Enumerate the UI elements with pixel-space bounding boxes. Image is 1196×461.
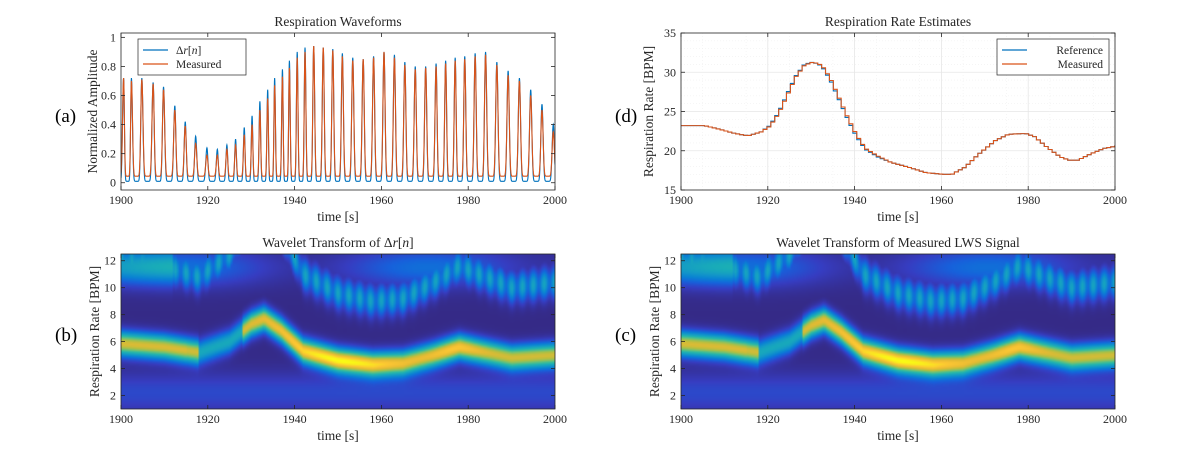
series-line-measured (681, 61, 1116, 175)
x-tick-label: 1940 (283, 193, 307, 207)
x-axis-label: time [s] (317, 428, 359, 443)
x-tick-label: 1980 (1016, 193, 1040, 207)
y-tick-label: 2 (670, 389, 676, 403)
x-tick-label: 1940 (843, 193, 867, 207)
y-tick-label: 30 (664, 65, 676, 79)
legend-entry: Measured (1058, 59, 1104, 71)
x-tick-label: 1980 (456, 193, 480, 207)
chart-title: Respiration Rate Estimates (825, 14, 971, 29)
axes-frame (680, 253, 1116, 410)
x-tick-label: 1900 (109, 412, 133, 426)
chart-title: Respiration Waveforms (274, 14, 401, 29)
legend: Reference Measured (996, 38, 1110, 76)
chart-title: Wavelet Transform of Measured LWS Signal (776, 235, 1020, 250)
x-tick-label: 1920 (756, 412, 780, 426)
y-axis-label: Normalized Amplitude (85, 49, 100, 173)
y-tick-label: 6 (670, 335, 676, 349)
y-axis-label: Respiration Rate [BPM] (647, 266, 662, 397)
x-tick-label: 2000 (1103, 193, 1127, 207)
x-axis-label: time [s] (877, 209, 919, 224)
y-tick-label: 1 (110, 30, 116, 44)
x-axis-label: time [s] (317, 209, 359, 224)
x-tick-label: 1900 (109, 193, 133, 207)
x-tick-label: 2000 (1103, 412, 1127, 426)
axes: 1900 1920 1940 1960 1980 2000 2 4 6 8 10 12 (664, 253, 1127, 426)
axes: 1900 1920 1940 1960 1980 2000 2 4 6 8 10 12 (104, 253, 567, 426)
axes: 1900 1920 1940 1960 1980 2000 15 20 25 30 35 (664, 26, 1127, 207)
chart-respiration-rate-estimates: 1900 1920 1940 1960 1980 2000 15 20 25 30 35 Respir… (641, 14, 1127, 224)
y-tick-label: 12 (664, 254, 676, 268)
x-tick-label: 1900 (669, 193, 693, 207)
y-tick-label: 10 (104, 281, 116, 295)
y-tick-label: 4 (670, 362, 676, 376)
x-axis-label: time [s] (877, 428, 919, 443)
y-tick-label: 0.2 (101, 147, 116, 161)
wavelet-heatmap (121, 254, 555, 409)
chart-wavelet-measured: 1900 1920 1940 1960 1980 2000 2 4 6 8 10 12 Wavelet … (647, 235, 1127, 443)
y-tick-label: 6 (110, 335, 116, 349)
legend-box (996, 38, 1110, 76)
y-tick-label: 35 (664, 26, 676, 40)
chart-respiration-waveforms: 1900 1920 1940 1960 1980 2000 0 0.2 0.4 0.6 0.8 1 Re… (85, 14, 567, 224)
y-tick-label: 25 (664, 105, 676, 119)
panel-label-a: (a) (55, 106, 76, 127)
panel-label-c: (c) (615, 325, 636, 346)
y-tick-label: 10 (664, 281, 676, 295)
legend-entry: Measured (176, 59, 222, 71)
series-line-measured (121, 46, 555, 177)
x-tick-label: 2000 (543, 412, 567, 426)
y-tick-label: 15 (664, 183, 676, 197)
legend: Δr[n] Measured (137, 38, 247, 76)
legend-box (137, 38, 247, 76)
y-tick-label: 4 (110, 362, 116, 376)
x-tick-label: 1920 (196, 193, 220, 207)
y-tick-label: 8 (110, 308, 116, 322)
y-tick-label: 20 (664, 144, 676, 158)
y-tick-label: 0.8 (101, 59, 116, 73)
y-tick-label: 0.4 (101, 118, 116, 132)
x-tick-label: 1960 (369, 193, 393, 207)
x-tick-label: 1960 (929, 193, 953, 207)
axes: 1900 1920 1940 1960 1980 2000 0 0.2 0.4 0.6 0.8 1 (101, 30, 567, 207)
axes-frame (680, 32, 1116, 191)
legend-entry: Δr[n] (176, 45, 201, 57)
x-tick-label: 1940 (843, 412, 867, 426)
x-tick-label: 1960 (929, 412, 953, 426)
panel-label-b: (b) (55, 325, 77, 346)
legend-entry: Reference (1056, 45, 1103, 57)
y-tick-label: 0.6 (101, 89, 116, 103)
y-axis-label: Respiration Rate [BPM] (87, 266, 102, 397)
chart-wavelet-reference: 1900 1920 1940 1960 1980 2000 2 4 6 8 10 12 Wavelet … (87, 235, 567, 443)
x-tick-label: 1900 (669, 412, 693, 426)
panel-label-d: (d) (615, 106, 637, 127)
chart-title: Wavelet Transform of Δr[n] (262, 235, 413, 250)
x-tick-label: 1980 (1016, 412, 1040, 426)
x-tick-label: 2000 (543, 193, 567, 207)
wavelet-heatmap (681, 254, 1115, 409)
y-tick-label: 0 (110, 176, 116, 190)
x-tick-label: 1980 (456, 412, 480, 426)
x-tick-label: 1920 (756, 193, 780, 207)
x-tick-label: 1920 (196, 412, 220, 426)
x-tick-label: 1960 (369, 412, 393, 426)
y-tick-label: 2 (110, 389, 116, 403)
x-tick-label: 1940 (283, 412, 307, 426)
y-tick-label: 8 (670, 308, 676, 322)
axes-frame (120, 32, 556, 191)
series-line-reference (121, 46, 555, 182)
y-axis-label: Respiration Rate [BPM] (641, 46, 656, 177)
y-tick-label: 12 (104, 254, 116, 268)
axes-frame (120, 253, 556, 410)
grid (680, 32, 1116, 191)
